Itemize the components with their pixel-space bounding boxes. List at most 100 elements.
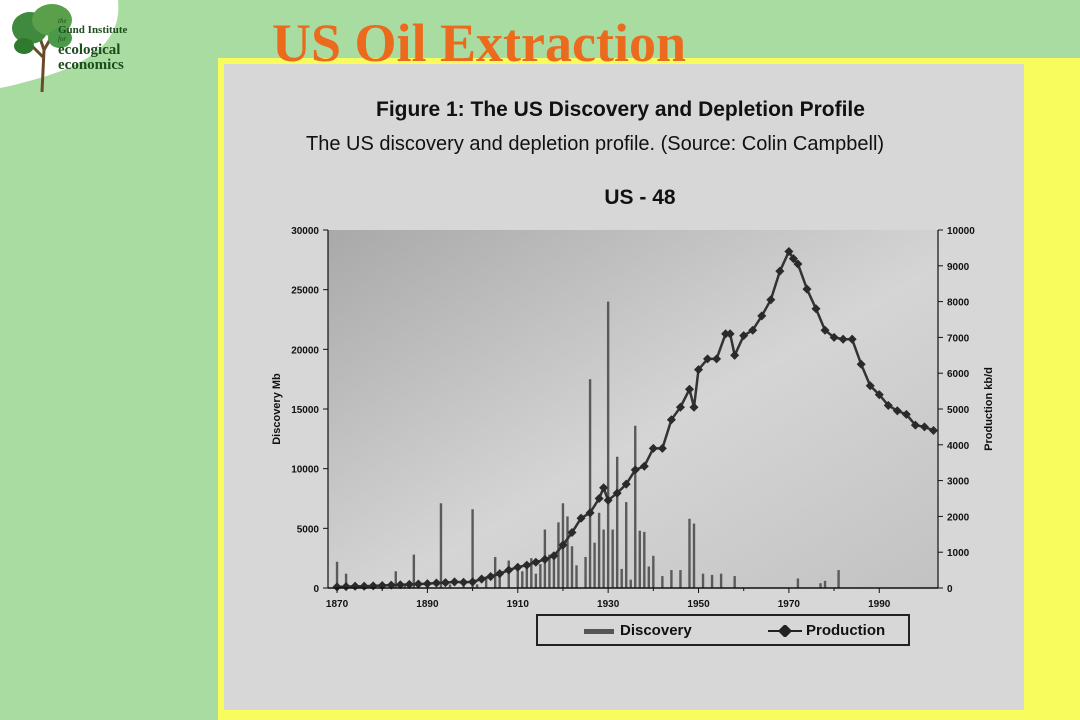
discovery-bar	[652, 555, 655, 588]
production-point	[639, 461, 649, 471]
x-tick-label: 1890	[416, 599, 439, 610]
production-point	[793, 259, 803, 269]
y2-tick-label: 9000	[947, 262, 970, 273]
discovery-bar	[638, 530, 641, 588]
production-point	[703, 354, 713, 364]
discovery-bar	[403, 584, 407, 588]
logo-line-gund: Gund Institute	[58, 24, 128, 36]
discovery-bar	[412, 554, 416, 588]
discovery-bar	[823, 580, 827, 588]
production-point	[549, 551, 559, 561]
production-point	[901, 409, 911, 419]
production-point	[630, 465, 640, 475]
discovery-bar	[719, 573, 723, 588]
y-tick-label: 20000	[291, 345, 319, 356]
discovery-bar	[679, 570, 682, 588]
discovery-bar	[557, 522, 560, 588]
logo-background	[0, 0, 119, 92]
discovery-bar	[521, 571, 524, 588]
production-point	[675, 402, 685, 412]
legend-production-swatch	[768, 625, 802, 637]
x-tick-label: 1970	[778, 599, 801, 610]
discovery-bar	[615, 456, 619, 588]
y-tick-label: 30000	[291, 226, 319, 237]
y2-tick-label: 2000	[947, 512, 970, 523]
production-point	[666, 415, 676, 425]
discovery-bar	[548, 554, 551, 588]
discovery-bar	[661, 576, 664, 588]
discovery-bar	[670, 570, 673, 588]
figure-title: Figure 1: The US Discovery and Depletion…	[376, 98, 865, 121]
discovery-bar	[837, 570, 840, 588]
discovery-bar	[625, 502, 628, 588]
discovery-bar	[344, 573, 348, 588]
production-point	[422, 579, 432, 589]
chart-legend: Discovery Production	[536, 614, 910, 646]
production-point	[594, 493, 604, 504]
discovery-bar	[593, 542, 596, 588]
production-point	[522, 560, 532, 570]
discovery-bar	[534, 573, 538, 588]
y-tick-label: 10000	[291, 465, 319, 476]
discovery-bar	[606, 301, 610, 588]
logo-line-for: for	[58, 35, 67, 43]
production-point	[689, 402, 699, 412]
discovery-bar	[493, 556, 497, 588]
discovery-bar	[647, 566, 651, 588]
production-point	[648, 443, 658, 453]
discovery-bar	[688, 518, 691, 588]
production-point	[567, 527, 577, 538]
discovery-bar	[498, 576, 501, 588]
discovery-bar	[394, 571, 397, 588]
production-point	[621, 479, 631, 489]
production-point	[910, 420, 920, 430]
y-axis-label: Discovery Mb	[271, 373, 283, 445]
logo-line-economics: economics	[58, 57, 124, 73]
production-point	[919, 422, 929, 432]
discovery-bar	[643, 531, 646, 588]
x-tick-label: 1870	[326, 599, 349, 610]
y-tick-label: 25000	[291, 286, 319, 297]
production-point	[540, 554, 550, 564]
discovery-bar	[588, 379, 592, 588]
discovery-bar	[552, 552, 556, 588]
y2-tick-label: 8000	[947, 298, 970, 309]
discovery-bar	[539, 564, 542, 588]
production-point	[820, 325, 830, 335]
discovery-bar	[701, 573, 705, 588]
discovery-bar	[710, 574, 714, 588]
production-point	[739, 331, 749, 341]
discovery-bar	[570, 546, 574, 588]
discovery-bar	[634, 425, 637, 588]
discovery-bar	[597, 512, 601, 588]
legend-discovery-swatch	[584, 629, 614, 634]
discovery-bar	[566, 516, 569, 588]
discovery-bar	[335, 561, 339, 588]
discovery-bar	[819, 583, 822, 588]
production-point	[748, 325, 758, 335]
discovery-bar	[462, 585, 465, 588]
production-point	[558, 540, 568, 550]
production-point	[431, 578, 441, 588]
discovery-bar	[484, 578, 488, 588]
production-point	[603, 495, 613, 505]
discovery-bar	[796, 578, 800, 588]
y2-tick-label: 3000	[947, 477, 970, 488]
y2-tick-label: 10000	[947, 226, 975, 237]
production-point	[892, 406, 902, 416]
production-point	[612, 488, 622, 498]
discovery-bar	[611, 529, 614, 588]
discovery-bar	[439, 503, 443, 588]
figure-subtitle: The US discovery and depletion profile. …	[306, 133, 885, 155]
y-tick-label: 15000	[291, 405, 319, 416]
x-tick-label: 1930	[597, 599, 620, 610]
production-point	[576, 513, 586, 523]
y2-tick-label: 4000	[947, 441, 970, 452]
slide-title: US Oil Extraction	[272, 13, 686, 73]
production-point	[838, 334, 848, 344]
y2-tick-label: 7000	[947, 333, 970, 344]
y-tick-label: 5000	[297, 524, 320, 535]
production-point	[829, 332, 839, 342]
chart-title: US - 48	[604, 186, 676, 209]
x-tick-label: 1990	[868, 599, 891, 610]
